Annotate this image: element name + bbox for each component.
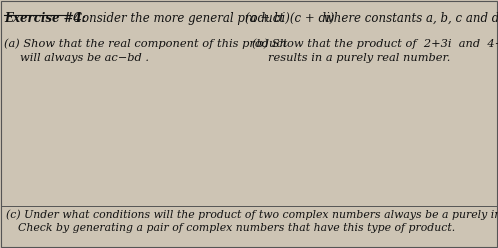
Text: will always be ac−bd .: will always be ac−bd . bbox=[20, 53, 149, 63]
Text: (a) Show that the real component of this product: (a) Show that the real component of this… bbox=[4, 38, 287, 49]
Text: Exercise #4:: Exercise #4: bbox=[4, 12, 86, 25]
Text: (c) Under what conditions will the product of two complex numbers always be a pu: (c) Under what conditions will the produ… bbox=[6, 209, 498, 219]
Text: Consider the more general product: Consider the more general product bbox=[73, 12, 288, 25]
Text: (b) Show that the product of  2+3i  and  4−6i: (b) Show that the product of 2+3i and 4−… bbox=[252, 38, 498, 49]
Text: Check by generating a pair of complex numbers that have this type of product.: Check by generating a pair of complex nu… bbox=[18, 223, 455, 233]
Text: where constants a, b, c and d are real numbers: where constants a, b, c and d are real n… bbox=[320, 12, 498, 25]
Text: (a + bi)(c + di): (a + bi)(c + di) bbox=[245, 12, 334, 25]
Text: results in a purely real number.: results in a purely real number. bbox=[268, 53, 450, 63]
